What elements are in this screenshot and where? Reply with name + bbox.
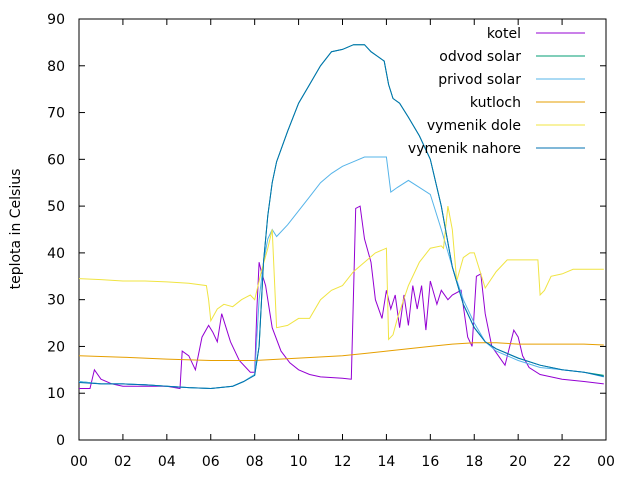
series-line: [79, 205, 604, 390]
x-tick-label: 10: [290, 454, 308, 470]
y-tick-label: 20: [47, 339, 65, 355]
y-tick-label: 90: [47, 12, 65, 28]
legend-label: privod solar: [438, 72, 521, 88]
legend-label: vymenik nahore: [408, 141, 521, 157]
x-tick-label: 22: [553, 454, 571, 470]
legend-label: kotel: [487, 26, 521, 42]
legend-label: kutloch: [470, 95, 521, 111]
x-tick-label: 20: [509, 454, 527, 470]
axis-ticks: 00 02 04 06 08 10 12 14 16 18 20 22 0001020304050607…: [47, 12, 615, 470]
x-tick-label: 08: [246, 454, 264, 470]
x-tick-label: 06: [202, 454, 220, 470]
series-layer: [78, 44, 604, 390]
plot-frame: [78, 18, 607, 441]
x-tick-label: 16: [421, 454, 439, 470]
series-line: [78, 342, 604, 361]
y-tick-label: 70: [47, 106, 65, 122]
series-line: [78, 44, 604, 390]
legend: kotel odvod solar privod solar kutloch vymen…: [408, 26, 585, 157]
y-tick-label: 40: [47, 246, 65, 262]
y-tick-label: 30: [47, 293, 65, 309]
series-line: [78, 44, 604, 390]
x-tick-label: 18: [465, 454, 483, 470]
legend-label: vymenik dole: [427, 118, 521, 134]
x-tick-label: 00: [70, 454, 88, 470]
y-axis-title: teplota in Celsius: [8, 169, 24, 290]
x-tick-label: 04: [158, 454, 176, 470]
y-tick-label: 10: [47, 386, 65, 402]
y-tick-label: 80: [47, 59, 65, 75]
series-line: [78, 156, 604, 390]
x-tick-label: 12: [334, 454, 352, 470]
x-tick-label: 00: [597, 454, 615, 470]
series-line: [78, 206, 604, 341]
y-tick-label: 50: [47, 199, 65, 215]
y-tick-label: 0: [56, 433, 65, 449]
x-tick-label: 02: [114, 454, 132, 470]
y-tick-label: 60: [47, 152, 65, 168]
legend-label: odvod solar: [439, 49, 521, 65]
x-tick-label: 14: [378, 454, 396, 470]
